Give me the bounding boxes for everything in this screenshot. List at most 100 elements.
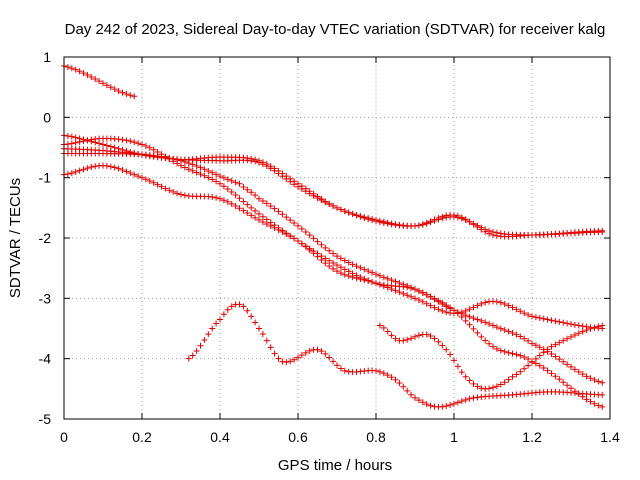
data-point: [509, 304, 516, 311]
data-point: [490, 343, 496, 350]
data-point: [392, 376, 399, 383]
data-point: [466, 377, 473, 384]
data-point: [334, 204, 340, 211]
data-point: [443, 302, 450, 309]
data-point: [384, 284, 391, 291]
data-point: [599, 403, 606, 410]
data-point: [556, 376, 563, 383]
data-point: [353, 211, 360, 218]
data-point: [478, 300, 485, 307]
data-point: [267, 222, 274, 229]
data-point: [560, 358, 567, 365]
data-point: [267, 202, 274, 209]
data-point: [201, 172, 208, 179]
data-point: [361, 214, 368, 221]
x-tick-label: 0.8: [366, 429, 386, 445]
data-point: [509, 350, 516, 357]
data-point: [64, 132, 71, 139]
data-point: [103, 162, 110, 169]
data-point: [478, 333, 485, 340]
data-point: [400, 281, 407, 288]
data-point: [298, 240, 305, 247]
data-point: [314, 346, 321, 353]
data-point: [127, 92, 134, 99]
data-point: [536, 314, 543, 321]
data-point: [423, 291, 430, 298]
data-point: [408, 293, 415, 300]
data-point: [517, 352, 524, 359]
y-tick-label: -3: [39, 290, 52, 306]
data-point: [275, 226, 282, 233]
data-point: [224, 198, 231, 205]
data-point: [334, 362, 340, 369]
data-point: [521, 335, 528, 342]
data-point: [193, 348, 200, 355]
data-point: [454, 214, 461, 221]
data-point: [529, 340, 535, 347]
data-point: [146, 144, 153, 151]
data-point: [474, 302, 481, 309]
data-point: [68, 140, 75, 147]
data-point: [345, 273, 352, 280]
data-point: [244, 201, 251, 208]
data-point: [568, 333, 574, 340]
data-point: [474, 316, 481, 323]
data-point: [252, 207, 259, 214]
data-point: [236, 301, 243, 308]
data-point: [213, 320, 220, 327]
data-point: [423, 300, 430, 307]
x-tick-label: 1.2: [522, 429, 542, 445]
data-point: [279, 211, 286, 218]
data-point: [248, 204, 255, 211]
data-point: [84, 71, 91, 78]
data-point: [443, 214, 450, 221]
data-point: [345, 209, 352, 216]
data-point: [158, 153, 165, 160]
data-point: [259, 331, 266, 338]
data-point: [142, 142, 149, 149]
data-point: [474, 329, 481, 336]
x-tick-label: 0: [60, 429, 68, 445]
data-point: [439, 342, 446, 349]
data-point: [287, 175, 294, 182]
data-point: [462, 396, 469, 403]
data-point: [376, 368, 383, 375]
data-point: [236, 180, 243, 187]
data-point: [571, 321, 578, 328]
data-point: [318, 348, 325, 355]
data-point: [404, 387, 411, 394]
data-point: [84, 165, 91, 172]
data-point: [478, 385, 485, 392]
data-point: [361, 266, 368, 273]
data-point: [295, 222, 301, 229]
data-point: [80, 166, 87, 173]
data-point: [123, 91, 130, 98]
data-point: [88, 136, 95, 143]
data-point: [470, 394, 477, 401]
data-point: [392, 287, 399, 294]
data-point: [217, 195, 223, 202]
data-point: [384, 372, 391, 379]
data-point: [119, 89, 126, 96]
data-point: [267, 344, 274, 351]
x-tick-label: 1.4: [600, 429, 620, 445]
data-point: [295, 354, 301, 361]
data-point: [256, 210, 262, 217]
data-point: [466, 321, 473, 328]
data-point: [318, 241, 325, 248]
data-point: [560, 379, 567, 386]
data-point: [76, 68, 83, 75]
data-point: [443, 309, 450, 316]
data-point: [408, 284, 415, 291]
data-point: [458, 215, 465, 222]
data-point: [330, 250, 337, 257]
data-point: [275, 355, 282, 362]
data-point: [337, 264, 344, 271]
data-point: [599, 379, 606, 386]
data-point: [513, 306, 520, 313]
data-point: [493, 229, 500, 236]
data-point: [415, 222, 422, 229]
data-point: [591, 324, 598, 331]
data-point: [540, 365, 547, 372]
data-point: [571, 332, 578, 339]
